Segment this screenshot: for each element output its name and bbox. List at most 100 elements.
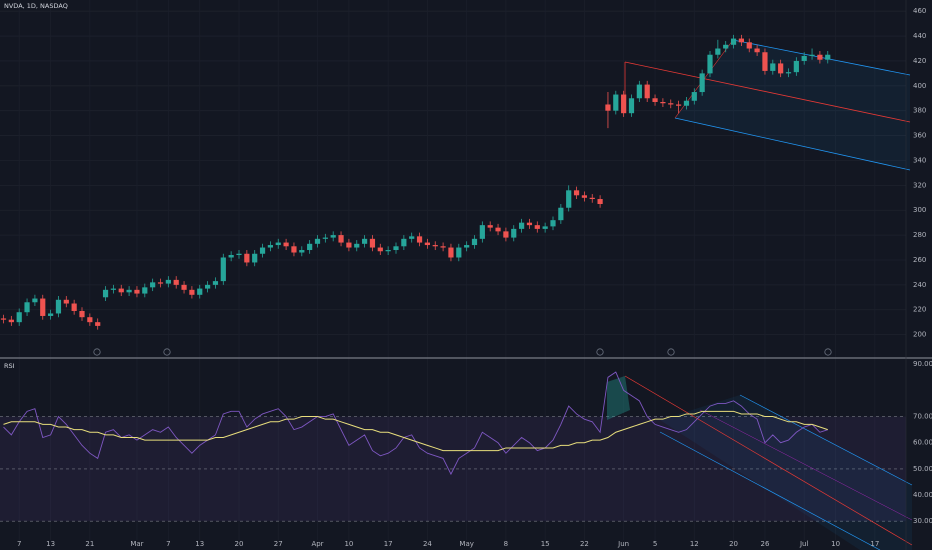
candle-body — [24, 302, 30, 313]
candle-body — [134, 289, 140, 294]
event-marker[interactable] — [93, 348, 101, 356]
candle-body — [558, 207, 564, 221]
candle-body — [778, 63, 784, 74]
candle-body — [542, 226, 548, 229]
candle-body — [495, 227, 501, 232]
x-tick-label: 26 — [760, 540, 769, 548]
candle-body — [691, 92, 697, 101]
candle-body — [424, 242, 430, 246]
candle-body — [369, 238, 376, 248]
y-tick-label: 440 — [913, 32, 926, 40]
x-tick-label: 15 — [541, 540, 550, 548]
candle-body — [228, 255, 234, 258]
y-tick-label: 320 — [913, 181, 926, 189]
y-tick-label: 340 — [913, 156, 926, 164]
candle-body — [401, 238, 407, 247]
candle-body — [416, 236, 423, 243]
candle-body — [354, 243, 360, 248]
grid — [0, 10, 906, 522]
candle-body — [511, 228, 517, 238]
rsi-title: RSI — [4, 362, 15, 370]
candle-body — [621, 94, 627, 114]
candle-body — [267, 245, 273, 248]
candle-body — [314, 238, 321, 244]
event-marker[interactable] — [163, 348, 171, 356]
y-tick-label: 300 — [913, 206, 926, 214]
x-tick-label: 20 — [235, 540, 244, 548]
candle-body — [487, 225, 493, 228]
x-tick-label: 27 — [274, 540, 283, 548]
candle-body — [738, 38, 744, 43]
candle-body — [479, 225, 485, 239]
marks — [0, 34, 831, 476]
candle-body — [448, 247, 454, 258]
candle-body — [197, 288, 203, 295]
candle-body — [299, 250, 305, 253]
y-tick-label: 90.00 — [913, 360, 932, 368]
candle-body — [118, 288, 124, 293]
candle-body — [330, 235, 336, 238]
candle-body — [205, 284, 211, 289]
y-tick-label: 360 — [913, 132, 926, 140]
x-tick-label: 8 — [504, 540, 508, 548]
candle-body — [79, 310, 85, 318]
candle-body — [212, 281, 219, 285]
candle-body — [644, 84, 650, 99]
candle-body — [613, 94, 619, 111]
candle-body — [55, 299, 62, 314]
x-tick-label: Apr — [311, 540, 323, 548]
pitchfork-rsi — [607, 375, 913, 550]
candle-body — [236, 253, 242, 255]
candle-body — [519, 222, 525, 229]
x-tick-label: 10 — [831, 540, 840, 548]
candle-body — [636, 84, 642, 99]
pitchfork-inner — [699, 409, 913, 521]
candle-body — [785, 72, 792, 74]
candle-body — [471, 238, 478, 246]
event-marker[interactable] — [667, 348, 675, 356]
candle-body — [0, 318, 7, 320]
x-tick-label: 13 — [195, 540, 204, 548]
candle-body — [573, 190, 580, 196]
candle-body — [32, 298, 38, 303]
pitchfork-lower — [674, 117, 911, 171]
event-marker[interactable] — [596, 348, 604, 356]
candle-body — [150, 282, 156, 288]
candle-body — [126, 289, 132, 293]
candle-body — [142, 287, 148, 294]
pitchfork-median — [624, 375, 913, 546]
candle-body — [754, 48, 760, 53]
candle-body — [746, 42, 752, 49]
candle-body — [338, 235, 344, 243]
x-tick-label: 7 — [166, 540, 170, 548]
x-tick-label: 24 — [423, 540, 432, 548]
y-tick-label: 60.00 — [913, 439, 932, 447]
x-tick-label: 10 — [344, 540, 353, 548]
candle-body — [597, 199, 603, 204]
candle-body — [71, 303, 77, 311]
event-marker[interactable] — [824, 348, 832, 356]
candle-body — [189, 289, 195, 295]
candle-body — [377, 247, 383, 252]
candle-body — [526, 222, 533, 226]
symbol-title: NVDA, 1D, NASDAQ — [4, 2, 68, 10]
candle-body — [244, 253, 250, 263]
x-tick-label: 21 — [85, 540, 94, 548]
candle-body — [102, 289, 109, 298]
pitchfork-fill — [675, 40, 910, 170]
y-tick-label: 460 — [913, 7, 926, 15]
candle-body — [275, 242, 281, 246]
candle-body — [770, 63, 776, 71]
candle-body — [730, 38, 737, 45]
candle-body — [220, 257, 226, 282]
pitchfork-lower — [659, 431, 881, 550]
x-tick-label: Jun — [617, 540, 629, 548]
candle-body — [801, 55, 807, 61]
candle-body — [63, 299, 69, 304]
pitchfork-upper — [739, 394, 913, 486]
x-tick-label: 7 — [17, 540, 21, 548]
candle-body — [432, 245, 438, 247]
rsi-highlight — [607, 376, 630, 420]
candle-body — [385, 250, 391, 252]
x-tick-label: 20 — [729, 540, 738, 548]
